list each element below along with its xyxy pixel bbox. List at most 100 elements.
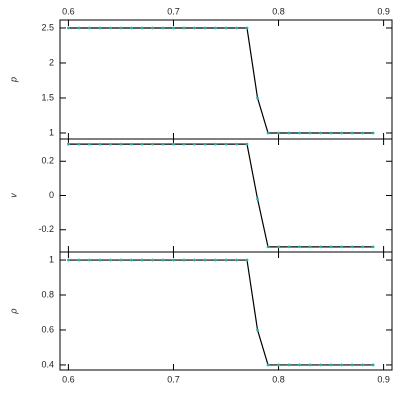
data-point (298, 363, 301, 367)
y-tick-label: 0.2 (41, 156, 54, 166)
data-point (67, 258, 70, 262)
data-point (203, 258, 207, 262)
data-point (319, 131, 322, 135)
x-tick-label: 0.7 (167, 374, 180, 384)
y-tick-label: 1 (49, 254, 54, 264)
data-point (319, 245, 322, 249)
data-point (119, 258, 123, 262)
data-point (371, 131, 375, 135)
data-point (371, 363, 375, 367)
data-point (287, 245, 291, 249)
x-tick-label: 0.8 (272, 6, 285, 16)
data-point (329, 245, 333, 249)
data-point (140, 26, 144, 30)
data-point (245, 142, 249, 146)
y-tick-label: 0.4 (41, 359, 54, 369)
data-point (329, 131, 333, 135)
data-point (98, 26, 102, 30)
y-axis-label: ρ (8, 308, 18, 314)
data-point (203, 142, 207, 146)
data-point (361, 363, 364, 367)
data-point (67, 142, 70, 146)
data-point (235, 258, 238, 262)
data-point (350, 363, 354, 367)
data-point (172, 142, 175, 146)
data-line (68, 27, 374, 134)
data-point (182, 258, 186, 262)
data-point (77, 26, 81, 30)
data-point (140, 258, 144, 262)
data-point (77, 258, 81, 262)
data-point (266, 131, 270, 135)
y-axis-label: p (8, 77, 18, 83)
y-tick-label: 1.5 (41, 92, 54, 102)
data-point (214, 258, 217, 262)
data-point (88, 258, 91, 262)
data-point (371, 245, 375, 249)
data-point (172, 258, 175, 262)
data-point (161, 26, 165, 30)
data-point (193, 258, 196, 262)
data-point (67, 26, 70, 30)
data-point (151, 258, 154, 262)
data-point (161, 142, 165, 146)
data-point (287, 363, 291, 367)
data-point (130, 258, 133, 262)
data-point (224, 258, 228, 262)
data-point (256, 328, 259, 332)
data-point (109, 258, 112, 262)
data-point (340, 363, 343, 367)
data-point (350, 245, 354, 249)
plot-frame (59, 19, 393, 140)
y-tick-label: 0.8 (41, 289, 54, 299)
data-point (119, 142, 123, 146)
data-point (298, 245, 301, 249)
x-tick-label: 0.9 (377, 6, 390, 16)
data-point (98, 258, 102, 262)
data-point (182, 26, 186, 30)
data-point (214, 26, 217, 30)
data-line (68, 143, 374, 248)
x-tick-label: 0.6 (62, 374, 75, 384)
data-point (224, 142, 228, 146)
data-point (245, 258, 249, 262)
x-tick-label: 0.9 (377, 374, 390, 384)
data-point (151, 142, 154, 146)
data-point (245, 26, 249, 30)
data-point (235, 26, 238, 30)
data-point (161, 258, 165, 262)
data-point (361, 245, 364, 249)
data-point (266, 363, 270, 367)
y-tick-label: 2 (49, 57, 54, 67)
data-point (319, 363, 322, 367)
data-point (350, 131, 354, 135)
data-point (214, 142, 217, 146)
data-point (256, 197, 259, 201)
data-point (298, 131, 301, 135)
data-point (266, 245, 270, 249)
data-point (287, 131, 291, 135)
data-point (277, 245, 280, 249)
x-tick-label: 0.6 (62, 6, 75, 16)
y-tick-label: 0.6 (41, 324, 54, 334)
data-point (88, 26, 91, 30)
x-tick-label: 0.8 (272, 374, 285, 384)
data-point (256, 96, 259, 100)
y-tick-label: 1 (49, 127, 54, 137)
plot-frame (59, 251, 393, 371)
data-point (308, 131, 312, 135)
data-point (329, 363, 333, 367)
data-point (98, 142, 102, 146)
data-point (308, 363, 312, 367)
data-point (193, 142, 196, 146)
data-line (68, 259, 374, 366)
data-point (109, 26, 112, 30)
y-tick-label: 2.5 (41, 22, 54, 32)
data-point (203, 26, 207, 30)
data-point (235, 142, 238, 146)
data-point (130, 26, 133, 30)
data-point (151, 26, 154, 30)
plot-frame (59, 138, 393, 253)
y-axis-label: v (8, 193, 18, 198)
